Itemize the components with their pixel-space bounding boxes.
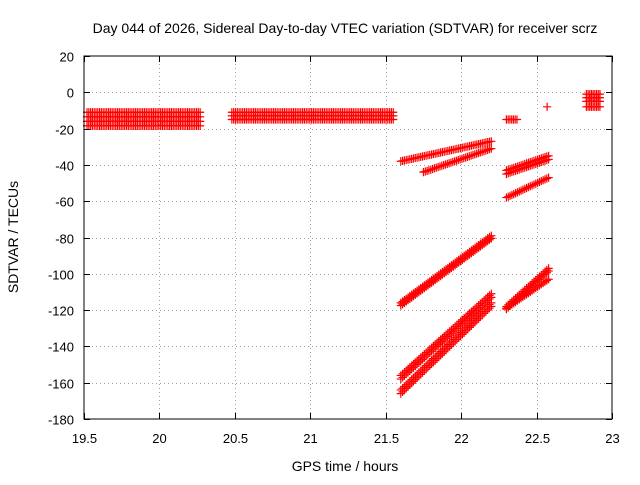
- x-tick-label: 23: [605, 431, 619, 446]
- series-band-1: [82, 108, 205, 130]
- y-tick-label: -160: [48, 377, 74, 392]
- data-point: [487, 144, 496, 153]
- data-point: [487, 302, 496, 311]
- series-arc-3: [396, 231, 496, 310]
- x-tick-label: 19.5: [72, 431, 97, 446]
- series-arc-8: [502, 173, 553, 202]
- y-tick-label: -180: [48, 413, 74, 428]
- marks-layer: [82, 90, 605, 398]
- y-axis-title: SDTVAR / TECUs: [5, 181, 21, 293]
- data-point: [544, 275, 553, 284]
- x-axis-title: GPS time / hours: [292, 458, 399, 474]
- data-point: [544, 155, 553, 164]
- series-arc-10: [502, 275, 553, 313]
- data-point: [487, 137, 496, 146]
- x-tick-label: 21.5: [374, 431, 399, 446]
- y-tick-label: -20: [55, 123, 74, 138]
- data-point: [487, 234, 496, 243]
- data-point: [544, 266, 553, 276]
- data-point: [196, 121, 205, 130]
- chart-title: Day 044 of 2026, Sidereal Day-to-day VTE…: [93, 20, 598, 36]
- y-tick-label: 0: [67, 86, 74, 101]
- plot-frame: [83, 55, 613, 420]
- data-point: [512, 115, 522, 124]
- x-tick-label: 22.5: [525, 431, 550, 446]
- data-point: [396, 389, 405, 398]
- y-tick-label: -40: [55, 159, 74, 174]
- series-arc-5: [396, 298, 496, 398]
- x-tick-label: 21: [303, 431, 317, 446]
- y-tick-label: -100: [48, 268, 74, 283]
- series-arc-1: [396, 137, 496, 166]
- series-band-2: [227, 108, 398, 124]
- series-arc-2: [419, 144, 496, 177]
- y-tick-label: -60: [55, 195, 74, 210]
- data-point: [389, 115, 398, 124]
- data-point: [396, 374, 405, 384]
- x-tick-label: 20.5: [223, 431, 248, 446]
- ticks-layer: 19.5 20 20.5 21 21.5 22 22.5 23 20 0 -20 -40 -60 -80 -…: [48, 50, 620, 447]
- series-arc-6: [502, 115, 522, 124]
- x-tick-label: 22: [454, 431, 468, 446]
- series-cluster-1: [582, 90, 605, 106]
- y-tick-label: 20: [60, 50, 74, 65]
- series-arc-7: [502, 151, 553, 179]
- y-tick-label: -80: [55, 232, 74, 247]
- x-tick-label: 20: [152, 431, 166, 446]
- data-point: [543, 102, 552, 111]
- y-tick-label: -140: [48, 340, 74, 355]
- series-point-1: [543, 102, 552, 111]
- series-arc-4: [396, 289, 496, 384]
- series-cluster-2: [582, 102, 605, 111]
- data-point: [544, 173, 553, 182]
- data-point: [595, 102, 605, 111]
- y-tick-label: -120: [48, 304, 74, 319]
